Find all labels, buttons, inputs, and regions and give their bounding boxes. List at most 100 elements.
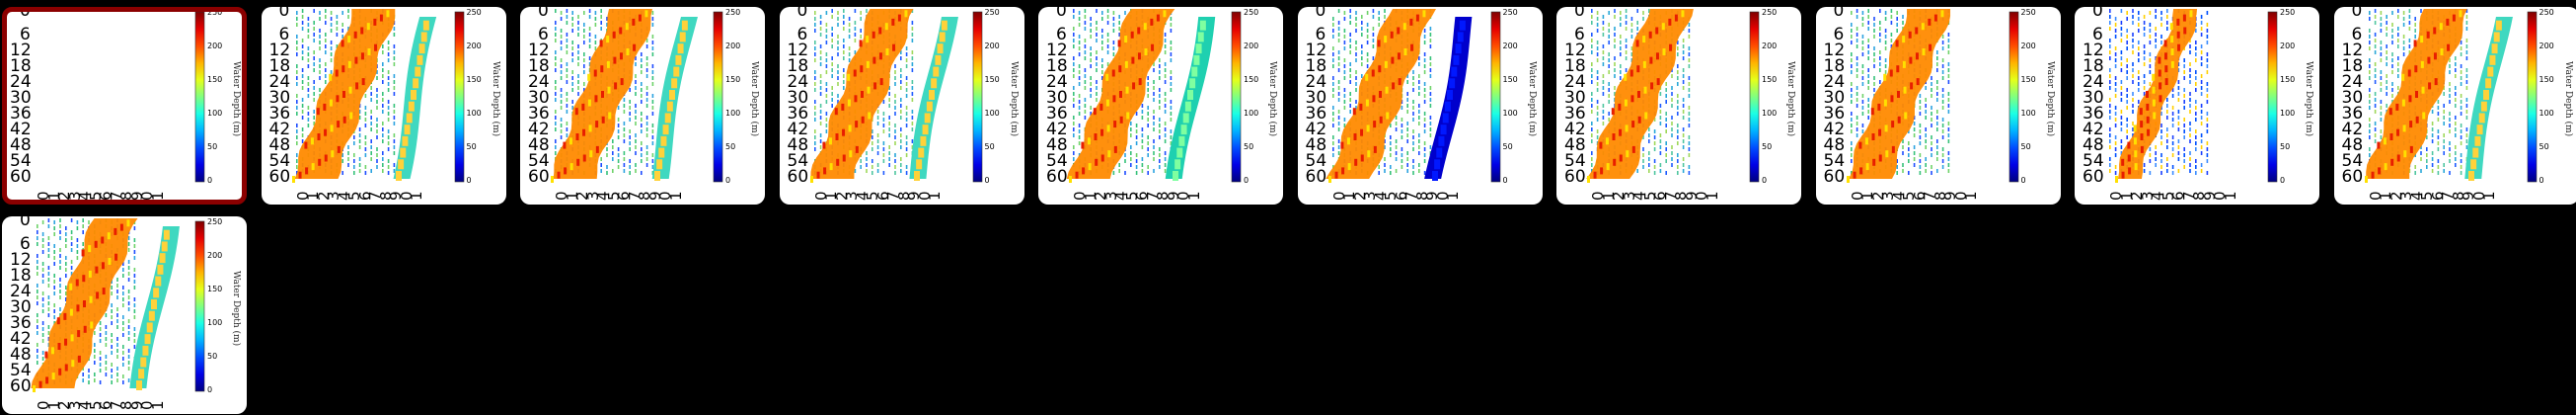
speckle-mark <box>1907 147 1910 151</box>
speckle-mark <box>899 104 902 108</box>
speckle-mark <box>111 333 113 337</box>
speckle-mark <box>2109 80 2111 84</box>
speckle-mark <box>336 21 338 25</box>
speckle-mark <box>2195 171 2197 175</box>
speckle-mark <box>865 9 868 13</box>
speckle-mark <box>2126 11 2128 15</box>
thumbnail-card[interactable]: 0 6 12 18 24 30 36 42 48 54 60 0 1 2 3 4 5 6 7 8 9 0 1 250 200 15… <box>1038 7 1283 205</box>
speckle-mark <box>1124 159 1126 163</box>
speckle-mark <box>2206 118 2209 122</box>
band-mark <box>2388 108 2392 116</box>
strip-mark <box>1180 124 1187 135</box>
speckle-mark <box>2460 165 2462 169</box>
speckle-mark <box>1078 35 1081 39</box>
speckle-mark <box>1078 11 1081 15</box>
speckle-mark <box>2114 106 2117 110</box>
band-mark <box>2115 176 2118 183</box>
speckle-mark <box>876 122 878 125</box>
speckle-mark <box>2195 58 2197 62</box>
speckle-mark <box>2425 159 2428 163</box>
speckle-mark <box>2155 44 2157 48</box>
thumbnail-card[interactable]: 0 6 12 18 24 30 36 42 48 54 60 0 1 2 3 4 5 6 7 8 9 0 1 250 200 15… <box>1815 7 2061 205</box>
speckle-mark <box>312 116 315 120</box>
speckle-mark <box>2183 46 2185 50</box>
speckle-mark <box>301 56 303 60</box>
speckle-mark <box>588 9 591 13</box>
speckle-mark <box>295 11 298 15</box>
speckle-mark <box>600 169 602 173</box>
speckle-mark <box>2183 165 2185 169</box>
speckle-mark <box>825 58 827 62</box>
speckle-mark <box>1084 80 1087 84</box>
band-mark <box>1637 116 1641 124</box>
speckle-mark <box>1118 169 1120 173</box>
speckle-mark <box>82 373 84 376</box>
thumbnail-card[interactable]: 0 6 12 18 24 30 36 42 48 54 60 0 1 2 3 4 5 6 7 8 9 0 1 250 200 15… <box>520 7 765 205</box>
colorbar-label: Water Depth (m) <box>490 61 500 137</box>
speckle-mark <box>2114 94 2117 98</box>
y-tick-label: 54 <box>528 151 550 171</box>
band-mark <box>2402 124 2406 132</box>
y-tick-label: 54 <box>10 361 32 380</box>
speckle-mark <box>2160 35 2162 39</box>
colorbar-tick-label: 50 <box>2538 142 2549 151</box>
speckle-mark <box>2206 88 2209 92</box>
speckle-mark <box>1850 35 1853 39</box>
colorbar-tick-label: 250 <box>1502 8 1518 17</box>
speckle-mark <box>825 41 827 44</box>
strip-mark <box>420 32 427 42</box>
speckle-mark <box>560 135 563 139</box>
speckle-mark <box>1429 145 1431 149</box>
speckle-mark <box>825 88 827 92</box>
speckle-mark <box>1850 52 1853 56</box>
speckle-mark <box>2419 169 2422 173</box>
speckle-mark <box>2183 135 2185 139</box>
speckle-mark <box>1924 169 1927 173</box>
band-mark <box>1655 27 1659 35</box>
thumbnail-card[interactable]: 0 6 12 18 24 30 36 42 48 54 60 0 1 2 3 4 5 6 7 8 9 0 1 250 200 15… <box>779 7 1024 205</box>
speckle-mark <box>1878 68 1881 72</box>
y-tick-label: 0 <box>20 216 31 230</box>
band-mark <box>2159 82 2162 90</box>
speckle-mark <box>1348 33 1351 37</box>
speckle-mark <box>133 274 136 278</box>
speckle-mark <box>2368 41 2371 44</box>
thumbnail-card[interactable]: 0 6 12 18 24 30 36 42 48 54 60 0 1 2 3 4 5 6 7 8 9 0 1 250 200 15… <box>2075 7 2319 205</box>
thumbnail-card[interactable]: 0 6 12 18 24 30 36 42 48 54 60 0 1 2 3 4 5 6 7 8 9 0 1 250 200 15… <box>261 7 506 205</box>
thumbnail-card[interactable]: 0 6 12 18 24 30 36 42 48 54 60 0 1 2 3 4 5 6 7 8 9 0 1 250 200 15… <box>2 216 247 414</box>
speckle-mark <box>2166 157 2168 161</box>
speckle-mark <box>2200 133 2203 137</box>
speckle-mark <box>1423 52 1425 56</box>
band-mark <box>346 36 350 43</box>
speckle-mark <box>65 274 67 278</box>
thumbnail-card[interactable]: 0 6 12 18 24 30 36 42 48 54 60 0 1 2 3 4 5 6 7 8 9 0 1 250 200 15… <box>1556 7 1801 205</box>
speckle-mark <box>393 50 395 54</box>
band-mark <box>2376 141 2380 149</box>
thumbnail-card[interactable]: 0 6 12 18 24 30 36 42 48 54 60 0 1 2 3 4 5 6 7 8 9 0 1 250 200 15… <box>2 7 247 205</box>
thumbnail-card[interactable]: 0 6 12 18 24 30 36 42 48 54 60 0 1 2 3 4 5 6 7 8 9 0 1 250 200 15… <box>2333 7 2576 205</box>
thumbnail-card[interactable]: 0 6 12 18 24 30 36 42 48 54 60 0 1 2 3 4 5 6 7 8 9 0 1 250 200 15… <box>1297 7 1543 205</box>
speckle-mark <box>295 106 298 110</box>
speckle-mark <box>1170 106 1173 110</box>
speckle-mark <box>59 224 61 228</box>
band-mark <box>1339 141 1343 149</box>
speckle-mark <box>2437 129 2439 133</box>
speckle-mark <box>70 260 73 264</box>
speckle-mark <box>2396 15 2399 19</box>
speckle-mark <box>1596 41 1599 44</box>
speckle-mark <box>1677 106 1679 110</box>
speckle-mark <box>2166 163 2168 167</box>
speckle-mark <box>1602 44 1605 48</box>
speckle-mark <box>887 104 890 108</box>
speckle-mark <box>1159 118 1161 122</box>
colorbar-tick-label: 200 <box>207 251 223 260</box>
band-mark <box>871 31 875 39</box>
y-tick-label: 12 <box>1823 41 1846 60</box>
speckle-mark <box>82 224 84 228</box>
band-mark <box>2420 60 2424 68</box>
band-mark <box>1415 14 1419 22</box>
speckle-mark <box>111 280 113 284</box>
speckle-mark <box>393 104 395 108</box>
speckle-mark <box>2177 110 2180 114</box>
band-mark <box>341 65 344 73</box>
